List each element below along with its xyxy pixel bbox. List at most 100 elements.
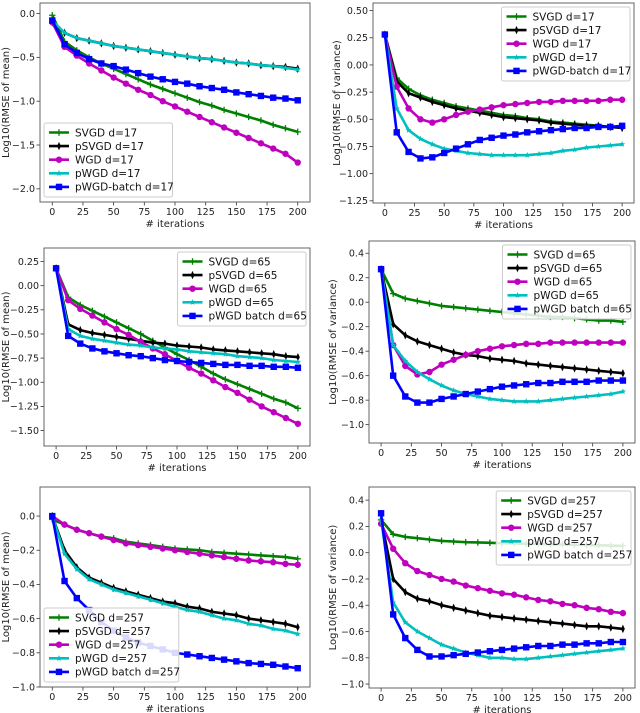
x-tick-label: 25 <box>405 693 417 704</box>
circle-marker <box>208 119 216 126</box>
x-tick-label: 25 <box>405 448 417 459</box>
legend-entry: pWGD batch d=257 <box>501 550 632 562</box>
legend-entry: pWGD batch d=65 <box>182 311 307 323</box>
circle-marker <box>189 285 196 292</box>
square-marker <box>438 653 445 660</box>
star-marker <box>110 586 117 593</box>
circle-marker <box>462 582 469 589</box>
star-marker <box>607 390 614 397</box>
star-marker <box>61 29 68 36</box>
legend-entry: SVGD d=17 <box>49 127 137 139</box>
plus-marker <box>137 330 144 338</box>
legend-entry: SVGD d=257 <box>49 612 144 624</box>
square-marker <box>450 651 457 659</box>
y-tick-label: 0.0 <box>349 298 364 309</box>
star-marker <box>198 349 205 355</box>
circle-marker <box>571 602 578 609</box>
star-marker <box>571 650 578 657</box>
circle-marker <box>282 150 289 157</box>
circle-marker <box>269 559 277 566</box>
x-tick-label: 100 <box>494 208 512 219</box>
y-tick-label: −1.0 <box>341 679 364 690</box>
star-marker <box>173 346 181 352</box>
legend-label: SVGD d=65 <box>209 256 271 268</box>
star-marker <box>524 151 531 158</box>
x-tick-label: 75 <box>466 693 478 704</box>
circle-marker <box>125 331 132 339</box>
circle-marker <box>161 351 169 358</box>
star-marker <box>464 149 471 156</box>
plus-marker <box>101 313 108 320</box>
circle-marker <box>101 319 108 326</box>
diamond-marker <box>427 597 432 606</box>
square-marker <box>500 132 507 139</box>
square-marker <box>498 383 506 390</box>
circle-marker <box>159 545 166 552</box>
square-marker <box>402 393 409 400</box>
square-marker <box>462 650 469 658</box>
square-marker <box>73 49 81 57</box>
star-marker <box>294 358 301 365</box>
diamond-marker <box>271 617 276 627</box>
star-marker <box>417 135 424 142</box>
y-tick-label: −0.50 <box>10 329 39 340</box>
circle-marker <box>282 414 290 422</box>
square-marker <box>269 661 277 668</box>
diamond-marker <box>608 623 613 632</box>
square-marker <box>414 646 421 654</box>
square-marker <box>49 512 56 520</box>
legend-label: pSVGD d=257 <box>527 509 603 521</box>
star-marker <box>245 620 252 627</box>
legend-label: WGD d=65 <box>534 277 593 289</box>
y-tick-label: −0.75 <box>10 353 39 364</box>
square-marker <box>452 145 460 152</box>
square-marker <box>210 360 217 368</box>
plus-marker <box>474 306 482 313</box>
y-tick-label: −0.4 <box>12 580 35 591</box>
axes-frame <box>43 247 311 447</box>
star-marker <box>513 54 520 60</box>
x-tick-label: 125 <box>197 692 215 703</box>
star-marker <box>619 645 626 652</box>
star-marker <box>450 387 457 393</box>
y-axis-label: Log10(RMSE of variance) <box>332 40 343 166</box>
star-marker <box>450 645 457 652</box>
circle-marker <box>452 111 460 119</box>
plus-marker <box>294 128 301 136</box>
square-marker <box>488 134 495 141</box>
circle-marker <box>535 340 542 348</box>
circle-marker <box>547 339 554 346</box>
square-marker <box>547 642 554 650</box>
diamond-marker <box>187 342 192 351</box>
square-marker <box>559 641 566 648</box>
diamond-marker <box>247 348 252 357</box>
x-tick-label: 175 <box>584 693 602 704</box>
diamond-marker <box>295 622 300 632</box>
circle-marker <box>571 97 578 105</box>
circle-marker <box>426 368 433 376</box>
series-square <box>381 31 626 162</box>
star-marker <box>547 396 554 403</box>
legend-entry: pWGD d=65 <box>182 297 274 309</box>
y-tick-label: −0.8 <box>341 395 364 406</box>
diamond-marker <box>537 116 542 125</box>
star-marker <box>113 339 120 346</box>
star-marker <box>234 352 241 359</box>
square-marker <box>474 649 482 656</box>
star-marker <box>294 66 301 73</box>
plus-marker <box>462 538 469 546</box>
series-star <box>53 265 301 365</box>
y-tick-label: −1.25 <box>339 196 368 207</box>
x-tick-label: 200 <box>613 208 631 219</box>
star-marker <box>184 53 191 60</box>
circle-marker <box>438 361 445 368</box>
plus-marker <box>234 380 241 388</box>
star-marker <box>61 550 68 557</box>
square-marker <box>257 660 265 668</box>
diamond-marker <box>246 614 251 623</box>
diamond-marker <box>102 330 107 340</box>
star-marker <box>402 357 409 364</box>
axes-frame <box>368 240 636 444</box>
plus-marker <box>246 385 253 393</box>
legend-entry: WGD d=65 <box>182 284 267 296</box>
